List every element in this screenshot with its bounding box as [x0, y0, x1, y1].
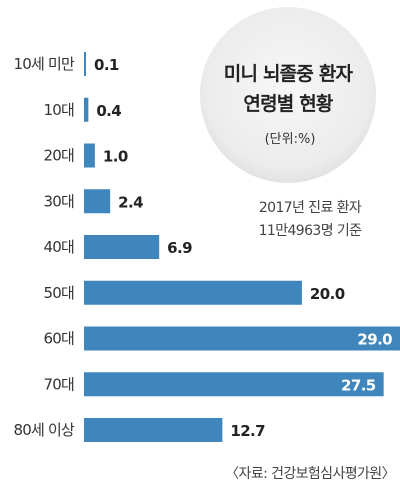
value-label: 29.0 — [357, 331, 392, 349]
bar — [84, 235, 160, 259]
value-label: 1.0 — [103, 148, 128, 166]
value-label: 20.0 — [310, 285, 345, 303]
note-line-1: 2017년 진료 환자 — [259, 200, 362, 216]
category-label: 20대 — [44, 147, 75, 165]
bar — [84, 280, 302, 305]
value-label: 0.1 — [94, 56, 119, 74]
category-label: 10대 — [44, 101, 75, 119]
category-label: 60대 — [44, 330, 75, 348]
chart-unit: (단위:%) — [265, 132, 316, 147]
category-label: 40대 — [44, 238, 75, 256]
value-label: 27.5 — [341, 376, 376, 394]
category-label: 50대 — [44, 284, 75, 302]
bar — [84, 189, 111, 214]
value-label: 12.7 — [230, 422, 265, 440]
value-label: 6.9 — [167, 239, 192, 257]
category-label: 80세 이상 — [14, 421, 75, 439]
bar — [84, 97, 89, 122]
value-label: 2.4 — [118, 193, 143, 211]
chart-title-line-1: 미니 뇌졸중 환자 — [224, 63, 354, 85]
bars-group: 10세 미만 0.1 10대 0.4 20대 1.0 30대 2.4 40대 6.9 50대 20.0… — [14, 52, 400, 442]
note-line-2: 11만4963명 기준 — [259, 223, 363, 239]
bar — [84, 52, 86, 76]
category-label: 10세 미만 — [14, 55, 75, 73]
category-label: 30대 — [44, 192, 75, 210]
value-label: 0.4 — [96, 102, 121, 120]
bar — [84, 143, 95, 168]
chart-title-line-2: 연령별 현황 — [243, 92, 334, 115]
category-label: 70대 — [44, 375, 75, 393]
source-note: 〈자료: 건강보험심사평가원〉 — [225, 466, 395, 482]
bar — [84, 372, 384, 397]
title-badge-circle — [200, 7, 376, 183]
bar — [84, 418, 223, 442]
bar — [84, 326, 400, 351]
